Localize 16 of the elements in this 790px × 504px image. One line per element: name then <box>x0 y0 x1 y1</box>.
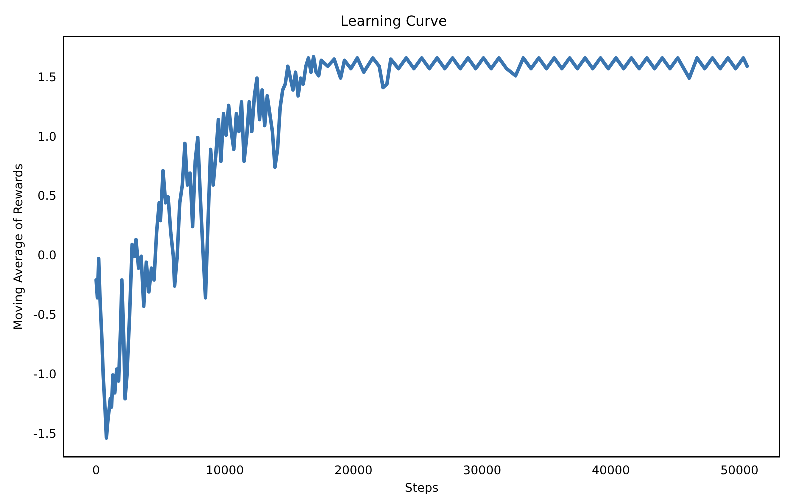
x-tick-label: 40000 <box>592 464 630 478</box>
y-tick-label: 0.0 <box>38 248 57 263</box>
y-axis-title: Moving Average of Rewards <box>11 164 26 330</box>
x-axis-title: Steps <box>405 480 439 495</box>
y-tick-label: 1.0 <box>38 130 57 144</box>
x-tick-label: 10000 <box>206 464 244 478</box>
y-tick-label: -1.0 <box>33 367 57 382</box>
chart-title: Learning Curve <box>340 14 448 30</box>
y-tick-label: 0.5 <box>38 189 57 204</box>
x-tick-label: 30000 <box>463 464 502 478</box>
x-tick-label: 20000 <box>334 464 373 478</box>
x-tick-label: 50000 <box>720 464 759 478</box>
y-tick-label: -0.5 <box>33 308 57 322</box>
y-tick-label: 1.5 <box>38 70 57 84</box>
y-tick-label: -1.5 <box>33 426 57 441</box>
x-tick-label: 0 <box>92 464 100 478</box>
